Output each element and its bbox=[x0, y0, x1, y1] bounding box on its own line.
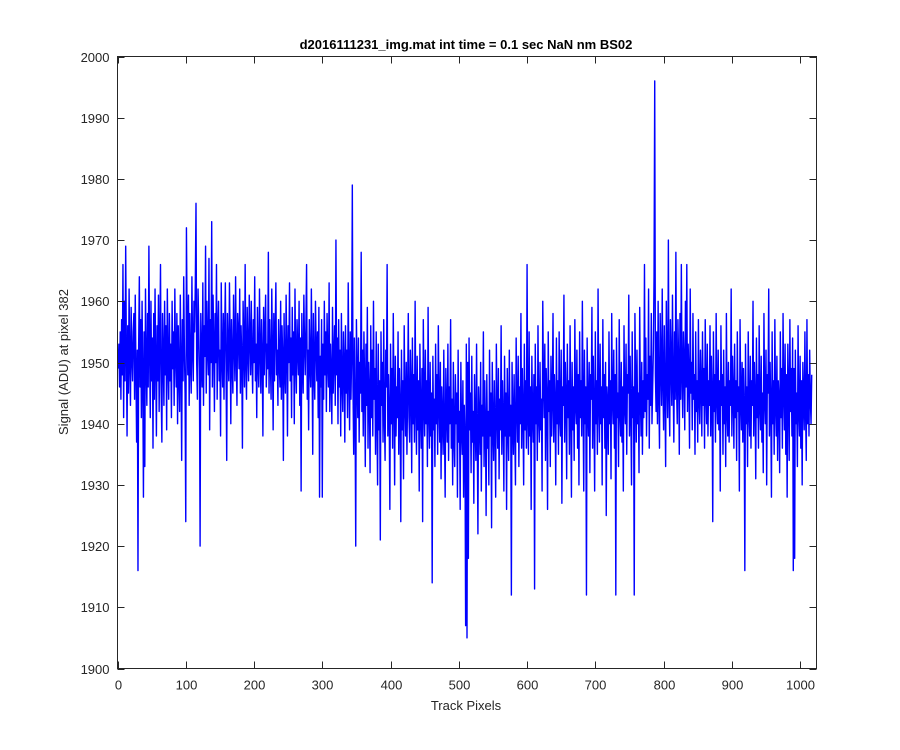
y-tick-label: 1980 bbox=[81, 172, 110, 187]
y-tick-label: 1920 bbox=[81, 539, 110, 554]
y-tick-label: 1930 bbox=[81, 478, 110, 493]
x-tick-label: 700 bbox=[585, 678, 607, 693]
y-axis-label: Signal (ADU) at pixel 382 bbox=[56, 289, 71, 435]
ticks-layer: 0 100 200 300 400 500 600 700 800 900 1000 1900 1910… bbox=[81, 50, 817, 693]
y-tick-label: 1960 bbox=[81, 294, 110, 309]
y-tick-label: 1950 bbox=[81, 356, 110, 371]
y-tick-label: 2000 bbox=[81, 50, 110, 65]
axes-box bbox=[117, 56, 817, 669]
x-axis-label: Track Pixels bbox=[431, 698, 502, 713]
data-layer bbox=[117, 80, 813, 639]
series-line bbox=[117, 80, 813, 639]
y-tick-label: 1940 bbox=[81, 417, 110, 432]
x-tick-label: 600 bbox=[517, 678, 539, 693]
x-tick-label: 200 bbox=[244, 678, 266, 693]
x-tick-label: 400 bbox=[381, 678, 403, 693]
x-tick-label: 500 bbox=[449, 678, 471, 693]
x-tick-label: 300 bbox=[312, 678, 334, 693]
x-tick-label: 900 bbox=[722, 678, 744, 693]
x-tick-label: 100 bbox=[176, 678, 198, 693]
y-tick-label: 1990 bbox=[81, 111, 110, 126]
y-tick-label: 1910 bbox=[81, 600, 110, 615]
y-tick-label: 1970 bbox=[81, 233, 110, 248]
x-tick-label: 0 bbox=[115, 678, 122, 693]
x-tick-label: 1000 bbox=[786, 678, 815, 693]
y-tick-label: 1900 bbox=[81, 662, 110, 677]
chart-title: d2016111231_img.mat int time = 0.1 sec N… bbox=[300, 37, 633, 52]
x-tick-label: 800 bbox=[654, 678, 676, 693]
